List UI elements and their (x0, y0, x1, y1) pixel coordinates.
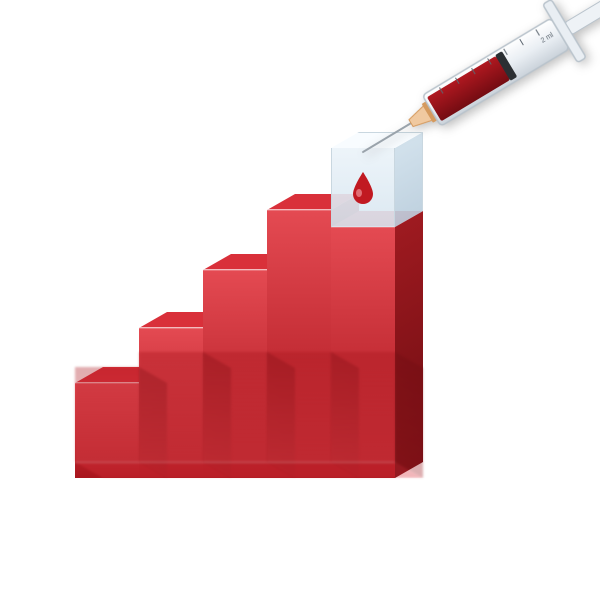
reflection-fade (0, 478, 600, 600)
bar-3d (331, 132, 423, 478)
bar-highlight (267, 209, 331, 211)
bar-front (267, 210, 331, 478)
bar-front (139, 328, 203, 478)
blood-drop-icon (351, 172, 375, 204)
bar-highlight (139, 327, 203, 329)
syringe-icon: 2 ml (343, 0, 600, 185)
bar-highlight (75, 382, 139, 384)
bar-highlight (203, 269, 267, 271)
bar-front (331, 227, 395, 478)
infographic-stage: 2 ml (0, 0, 600, 600)
bar-front (75, 383, 139, 478)
bar-side (395, 211, 423, 478)
bar-front (203, 270, 267, 478)
